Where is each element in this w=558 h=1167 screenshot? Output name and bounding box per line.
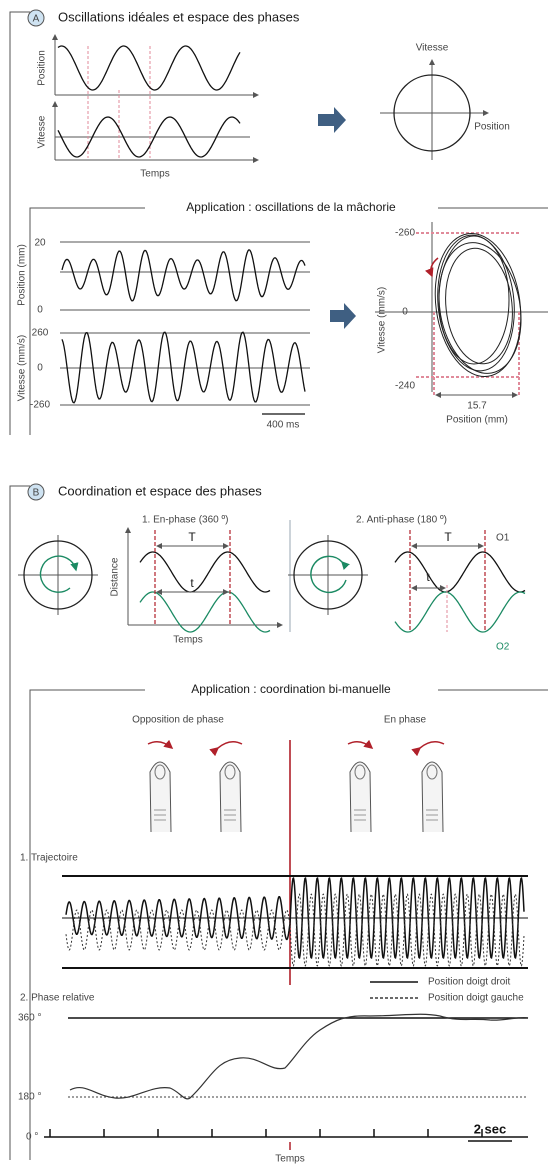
jaw-phase-portrait xyxy=(375,222,548,398)
y-label: Vitesse (mm/s) xyxy=(377,287,388,354)
y-label: Vitesse xyxy=(37,115,48,148)
finger xyxy=(209,741,243,833)
y-label: Vitesse xyxy=(416,43,449,54)
finger xyxy=(411,741,445,833)
panel-frame xyxy=(29,689,548,1160)
ideal-plots xyxy=(52,34,259,163)
x-label: Temps xyxy=(140,169,169,180)
relative-phase-plot xyxy=(44,1013,529,1150)
badge xyxy=(27,483,45,501)
panel-title: Application : coordination bi-manuelle xyxy=(191,682,391,696)
x-label: Position xyxy=(474,122,510,133)
lag-label: t xyxy=(426,570,430,584)
tick-label: 20 xyxy=(34,238,46,249)
scale-label: 400 ms xyxy=(267,420,300,431)
tick-label: 0 ° xyxy=(26,1132,38,1143)
panel-subtitle: 1. Trajectoire xyxy=(20,853,78,864)
tick-label: 360 ° xyxy=(18,1013,41,1024)
tick-label: -260 xyxy=(30,400,50,411)
tick-label: 0 xyxy=(37,305,43,316)
dimension-label: 15.7 xyxy=(467,401,487,412)
panel-subtitle: 2. Phase relative xyxy=(20,993,95,1004)
badge-label: A xyxy=(33,14,40,25)
tick-label: -240 xyxy=(395,381,415,392)
finger xyxy=(347,739,374,833)
y-label: Position (mm) xyxy=(17,244,28,306)
condition-label: Opposition de phase xyxy=(132,715,224,726)
trajectory-plot xyxy=(62,875,528,969)
fingers xyxy=(147,739,445,833)
arrow xyxy=(330,303,356,329)
legend-label: Position doigt gauche xyxy=(428,993,524,1004)
badge-label: B xyxy=(33,488,40,499)
tick-label: 180 ° xyxy=(18,1092,41,1103)
y-label: Distance xyxy=(110,557,121,596)
x-label: Position (mm) xyxy=(446,415,508,426)
bracket xyxy=(9,11,30,435)
tick-label: -260 xyxy=(395,228,415,239)
lag-label: t xyxy=(190,576,194,590)
arrow xyxy=(318,107,346,133)
y-label: Position xyxy=(37,50,48,86)
x-label: Temps xyxy=(173,635,202,646)
tick-label: 260 xyxy=(32,328,49,339)
finger xyxy=(147,739,174,833)
condition-label: En phase xyxy=(384,715,427,726)
section-title: Coordination et espace des phases xyxy=(58,483,262,498)
y-label: Vitesse (mm/s) xyxy=(17,335,28,402)
panel-frame xyxy=(29,207,548,435)
tick-label: 0 xyxy=(37,363,43,374)
tick-label: 0 xyxy=(402,307,408,318)
in-phase-diagram xyxy=(18,520,291,633)
badge xyxy=(27,9,45,27)
scale-label: 2 sec xyxy=(474,1121,507,1136)
panel-title: Application : oscillations de la mâchori… xyxy=(186,200,396,214)
oscillator-label: O1 xyxy=(496,533,510,544)
legend-label: Position doigt droit xyxy=(428,977,510,988)
subtitle: 1. En-phase (360 º) xyxy=(142,515,228,526)
period-label: T xyxy=(444,530,452,544)
section-title: Oscillations idéales et espace des phase… xyxy=(58,9,300,24)
bracket xyxy=(9,485,30,1160)
x-label: Temps xyxy=(275,1154,304,1165)
oscillator-label: O2 xyxy=(496,642,510,653)
period-label: T xyxy=(188,530,196,544)
jaw-plots xyxy=(60,241,310,415)
anti-phase-diagram xyxy=(288,530,526,633)
phase-portrait xyxy=(380,59,489,160)
subtitle: 2. Anti-phase (180 º) xyxy=(356,515,447,526)
